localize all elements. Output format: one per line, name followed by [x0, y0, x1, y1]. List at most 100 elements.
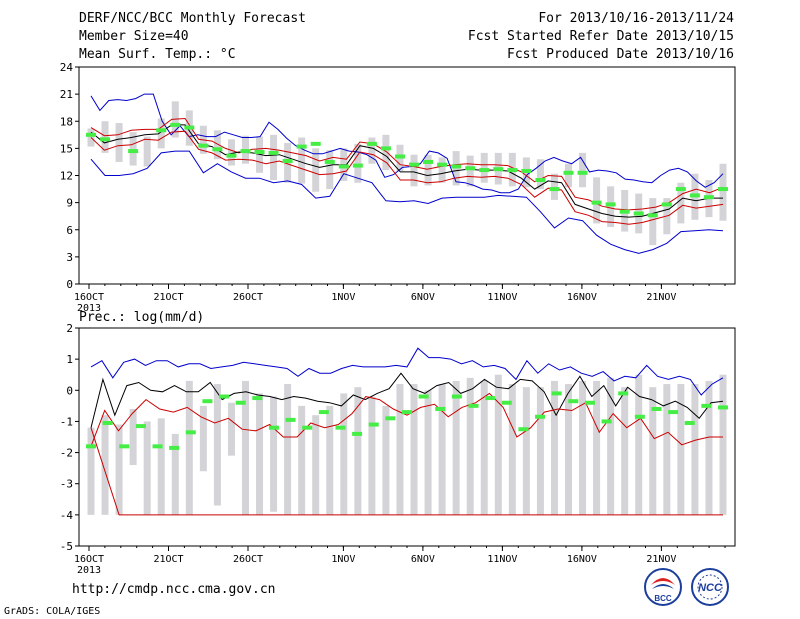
observation-mark [451, 394, 462, 399]
observation-mark [202, 399, 213, 404]
member-range-box [677, 182, 685, 224]
member-range-box [382, 405, 390, 515]
observation-mark [170, 122, 181, 127]
observation-mark [535, 178, 546, 183]
observation-mark [212, 147, 223, 152]
member-range-box [579, 152, 587, 188]
member-range-box [649, 387, 657, 515]
observation-mark [296, 144, 307, 149]
bcc-logo: BCC [644, 568, 682, 606]
member-range-box [101, 415, 109, 515]
observation-mark [418, 394, 429, 399]
x-tick-label: 21NOV [646, 292, 676, 303]
variable-label: Mean Surf. Temp.: °C [79, 47, 236, 62]
member-range-box [185, 380, 193, 515]
y-tick-label: 3 [66, 251, 73, 264]
member-range-box [298, 405, 306, 515]
member-range-box [326, 405, 334, 515]
observation-mark [437, 162, 448, 167]
observation-mark [618, 391, 629, 396]
bcc-logo-text: BCC [654, 594, 672, 603]
member-range-box [115, 424, 123, 515]
observation-mark [169, 445, 180, 450]
observation-mark [485, 396, 496, 401]
series-line-ci_upper [90, 117, 724, 211]
observation-mark [366, 141, 377, 146]
observation-mark [619, 209, 630, 214]
source-url[interactable]: http://cmdp.ncc.cma.gov.cn [72, 582, 276, 597]
member-range-box [593, 177, 601, 224]
member-range-box [129, 132, 137, 166]
member-range-box [635, 374, 643, 515]
member-range-box [438, 384, 446, 515]
observation-mark [268, 150, 279, 155]
member-range-box [241, 380, 249, 515]
observation-mark [285, 417, 296, 422]
member-range-box [607, 186, 615, 228]
observation-mark [380, 146, 391, 151]
observation-mark [605, 202, 616, 207]
observation-mark [198, 143, 209, 148]
observation-mark [394, 154, 405, 159]
panel-1: 0 3 6 9 12 15 18 21 24 16OCT 21OCT 26OCT 1NOV 6NOV 11N… [60, 61, 736, 314]
member-range-box [129, 408, 137, 466]
observation-mark [240, 149, 251, 154]
member-range-box [227, 139, 235, 166]
member-range-box [466, 377, 474, 515]
member-range-box [143, 136, 151, 167]
x-year-label: 2013 [77, 565, 101, 576]
member-range-box [607, 377, 615, 515]
x-tick-label: 16NOV [567, 292, 597, 303]
observation-mark [128, 149, 139, 154]
member-range-box [565, 163, 573, 188]
start-date: Fcst Started Refer Date 2013/10/15 [467, 29, 734, 44]
member-range-box [115, 123, 123, 162]
observation-mark [185, 430, 196, 435]
series-line-max [90, 93, 724, 194]
member-range-box [199, 405, 207, 472]
y-tick-label: 24 [60, 61, 74, 74]
grads-credit: GrADS: COLA/IGES [4, 606, 101, 617]
member-range-box [593, 380, 601, 515]
member-range-box [424, 154, 432, 186]
member-range-box [270, 134, 278, 181]
member-range-box [213, 384, 221, 506]
observation-mark [252, 396, 263, 401]
observation-mark [402, 410, 412, 415]
member-range-box [550, 380, 558, 515]
observation-mark [684, 420, 695, 425]
observation-mark [102, 420, 113, 425]
precip-label: Prec.: log(mm/d) [79, 310, 205, 325]
observation-mark [184, 125, 195, 130]
observation-mark [551, 391, 562, 396]
observation-mark [100, 137, 111, 142]
y-tick-label: 0 [66, 384, 73, 397]
member-range-box [719, 163, 727, 221]
x-tick-label: 6NOV [411, 292, 435, 303]
observation-mark [493, 167, 504, 172]
member-range-box [368, 396, 376, 515]
observation-mark [577, 170, 588, 175]
member-range-box [87, 427, 95, 515]
observation-mark [703, 195, 714, 200]
observation-mark [549, 187, 560, 192]
member-range-box [579, 380, 587, 515]
panel-2: -5 -4 -3 -2 -1 0 1 2 16OCT 21OCT 26OCT 1NOV 6NOV 11NO… [60, 322, 736, 576]
observation-mark [435, 406, 446, 411]
observation-mark [521, 168, 532, 173]
member-range-box [480, 152, 488, 183]
observation-mark [352, 431, 363, 436]
member-range-box [298, 137, 306, 184]
member-range-box [143, 421, 151, 515]
observation-mark [634, 414, 645, 419]
observation-mark [235, 400, 246, 405]
y-tick-label: -4 [60, 509, 74, 522]
ncc-logo: NCC [691, 568, 729, 606]
member-range-box [480, 380, 488, 515]
observation-mark [651, 406, 662, 411]
member-range-box [719, 374, 727, 515]
member-range-box [326, 150, 334, 190]
member-size: Member Size=40 [79, 29, 189, 44]
chart-title: DERF/NCC/BCC Monthly Forecast [79, 11, 306, 26]
